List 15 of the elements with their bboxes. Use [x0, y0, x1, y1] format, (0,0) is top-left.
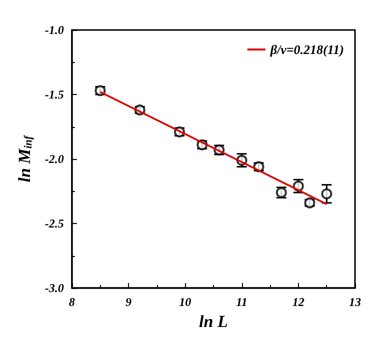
x-tick-label: 8 [68, 295, 75, 309]
y-axis-title: ln Minf [15, 134, 34, 182]
y-tick-label: -3.0 [44, 281, 64, 295]
point [321, 188, 332, 200]
y-tick-label: -2.5 [44, 216, 64, 230]
y-tick-label: -1.5 [44, 88, 64, 102]
y-tick-label: -1.0 [44, 23, 64, 37]
x-tick-label: 13 [349, 295, 361, 309]
x-tick-label: 11 [236, 295, 248, 309]
x-tick-label: 10 [179, 295, 192, 309]
legend-label: β/ν=0.218(11) [269, 42, 344, 57]
x-tick-label: 9 [126, 295, 132, 309]
x-tick-label: 12 [292, 295, 304, 309]
x-axis-title: ln L [199, 312, 228, 331]
y-tick-label: -2.0 [44, 152, 64, 166]
